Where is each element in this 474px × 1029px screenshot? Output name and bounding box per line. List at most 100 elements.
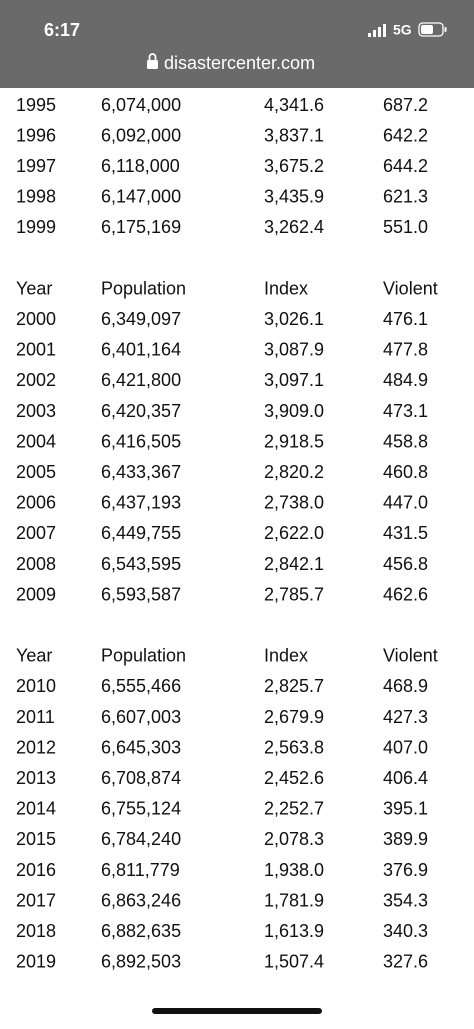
table-cell: 6,092,000 (101, 125, 181, 145)
table-cell: 456.8 (383, 554, 428, 574)
table-cell: 2,842.1 (264, 554, 324, 574)
header-cell: Year (16, 646, 52, 666)
table-cell: 6,708,874 (101, 768, 181, 788)
table-cell: 1996 (16, 125, 56, 145)
table-cell: 3,262.4 (264, 217, 324, 237)
table-cell: 1995 (16, 95, 56, 115)
table-cell: 2,622.0 (264, 523, 324, 543)
table-cell: 327.6 (383, 952, 428, 972)
table-cell: 2019 (16, 952, 56, 972)
table-cell: 6,175,169 (101, 217, 181, 237)
table-cell: 1,507.4 (264, 952, 324, 972)
table-cell: 6,863,246 (101, 890, 181, 910)
table-cell: 3,675.2 (264, 156, 324, 176)
table-cell: 460.8 (383, 462, 428, 482)
table-cell: 468.9 (383, 676, 428, 696)
table-cell: 3,097.1 (264, 370, 324, 390)
header-cell: Year (16, 278, 52, 298)
table-cell: 6,645,303 (101, 737, 181, 757)
table-cell: 4,341.6 (264, 95, 324, 115)
table-cell: 2013 (16, 768, 56, 788)
table-cell: 3,026.1 (264, 309, 324, 329)
table-cell: 1,613.9 (264, 921, 324, 941)
table-cell: 473.1 (383, 401, 428, 421)
data-table: 1995 6,074,000 4,341.6 687.2 1996 6,092,000 3,… (16, 95, 438, 972)
table-cell: 6,437,193 (101, 493, 181, 513)
table-cell: 431.5 (383, 523, 428, 543)
table-cell: 6,892,503 (101, 952, 181, 972)
table-cell: 6,607,003 (101, 707, 181, 727)
table-cell: 2,078.3 (264, 829, 324, 849)
table-cell: 2003 (16, 401, 56, 421)
home-indicator (152, 1008, 322, 1014)
table-cell: 6,420,357 (101, 401, 181, 421)
table-cell: 1,938.0 (264, 860, 324, 880)
table-cell: 2,452.6 (264, 768, 324, 788)
table-cell: 6,882,635 (101, 921, 181, 941)
table-cell: 6,784,240 (101, 829, 181, 849)
table-cell: 2016 (16, 860, 56, 880)
table-cell: 476.1 (383, 309, 428, 329)
table-cell: 6,401,164 (101, 340, 181, 360)
table-cell: 3,837.1 (264, 125, 324, 145)
table-cell: 642.2 (383, 125, 428, 145)
table-cell: 2009 (16, 584, 56, 604)
table-cell: 1,781.9 (264, 890, 324, 910)
table-cell: 6,811,779 (101, 860, 180, 880)
table-cell: 389.9 (383, 829, 428, 849)
table-cell: 407.0 (383, 737, 428, 757)
table-cell: 6,593,587 (101, 584, 181, 604)
table-cell: 1997 (16, 156, 56, 176)
table-cell: 3,087.9 (264, 340, 324, 360)
table-cell: 6,147,000 (101, 187, 181, 207)
table-cell: 2002 (16, 370, 56, 390)
header-cell: Population (101, 646, 186, 666)
table-cell: 2007 (16, 523, 56, 543)
table-cell: 6,074,000 (101, 95, 181, 115)
table-cell: 376.9 (383, 860, 428, 880)
table-cell: 2012 (16, 737, 56, 757)
battery-icon (418, 22, 447, 37)
table-cell: 2014 (16, 799, 56, 819)
header-cell: Population (101, 278, 186, 298)
header-cell: Index (264, 646, 308, 666)
table-cell: 462.6 (383, 584, 428, 604)
table-cell: 551.0 (383, 217, 428, 237)
table-cell: 2017 (16, 890, 56, 910)
table-cell: 6,543,595 (101, 554, 181, 574)
table-cell: 621.3 (383, 187, 428, 207)
table-cell: 2,918.5 (264, 431, 324, 451)
table-cell: 2,785.7 (264, 584, 324, 604)
header-cell: Violent (383, 646, 438, 666)
table-cell: 340.3 (383, 921, 428, 941)
browser-header (0, 0, 474, 88)
table-cell: 6,118,000 (101, 156, 180, 176)
table-cell: 395.1 (383, 799, 428, 819)
table-cell: 427.3 (383, 707, 428, 727)
url-text[interactable]: disastercenter.com (164, 53, 315, 73)
table-cell: 6,755,124 (101, 799, 181, 819)
table-cell: 447.0 (383, 493, 428, 513)
table-cell: 2018 (16, 921, 56, 941)
status-time: 6:17 (44, 20, 80, 40)
table-cell: 458.8 (383, 431, 428, 451)
table-cell: 1998 (16, 187, 56, 207)
table-cell: 406.4 (383, 768, 428, 788)
table-cell: 644.2 (383, 156, 428, 176)
table-cell: 2015 (16, 829, 56, 849)
table-cell: 2004 (16, 431, 56, 451)
table-cell: 2001 (16, 340, 56, 360)
table-cell: 354.3 (383, 890, 428, 910)
table-cell: 6,349,097 (101, 309, 181, 329)
table-cell: 2010 (16, 676, 56, 696)
table-cell: 2,820.2 (264, 462, 324, 482)
table-cell: 2,679.9 (264, 707, 324, 727)
table-cell: 6,433,367 (101, 462, 181, 482)
table-cell: 2000 (16, 309, 56, 329)
header-cell: Index (264, 278, 308, 298)
table-cell: 6,421,800 (101, 370, 181, 390)
table-cell: 6,449,755 (101, 523, 181, 543)
lock-icon (147, 53, 158, 69)
